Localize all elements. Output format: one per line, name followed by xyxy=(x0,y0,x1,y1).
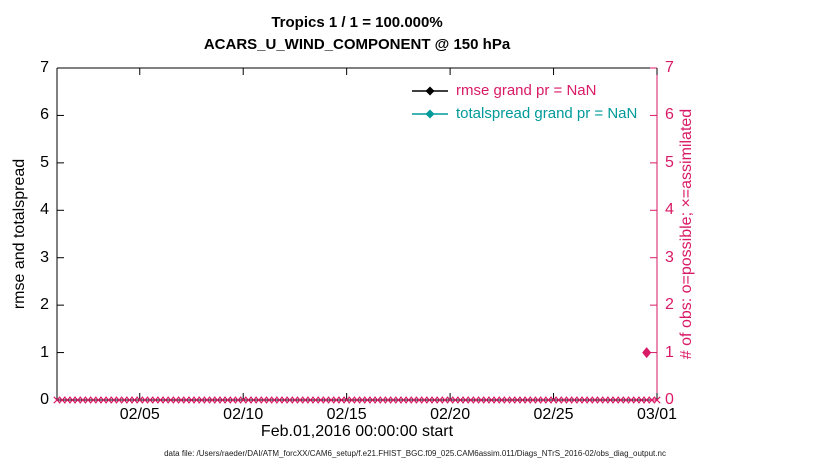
y-tick-label-left: 6 xyxy=(40,106,49,124)
possible-diamond-marker xyxy=(642,347,652,359)
assimilated-x-markers xyxy=(53,396,661,404)
y-tick-label-left: 2 xyxy=(40,296,49,314)
plot-title-line1: Tropics 1 / 1 = 100.000% xyxy=(271,14,443,31)
y-tick-label-right: 2 xyxy=(665,296,674,314)
x-tick-label: 02/15 xyxy=(326,406,367,423)
y-tick-label-left: 5 xyxy=(40,153,49,171)
legend-item-totalspread: totalspread grand pr = NaN xyxy=(410,102,637,125)
legend-label-rmse: rmse grand pr = NaN xyxy=(456,82,597,99)
legend: rmse grand pr = NaN totalspread grand pr… xyxy=(410,79,637,125)
rmse-line-sample-icon xyxy=(412,86,448,95)
right-axis-label: # of obs: o=possible; ×=assimilated xyxy=(678,108,695,360)
x-axis-label: Feb.01,2016 00:00:00 start xyxy=(260,423,454,440)
y-tick-label-right: 4 xyxy=(665,201,674,219)
x-tick-label: 02/10 xyxy=(223,406,264,423)
x-tick-label: 02/20 xyxy=(430,406,471,423)
plot-title-line2: ACARS_U_WIND_COMPONENT @ 150 hPa xyxy=(203,36,511,53)
totalspread-line-sample-icon xyxy=(412,109,448,118)
x-tick-label: 03/01 xyxy=(636,406,678,423)
y-tick-label-right: 7 xyxy=(665,59,674,76)
left-axis-label: rmse and totalspread xyxy=(11,158,28,310)
y-tick-label-right: 3 xyxy=(665,248,674,266)
y-tick-label-left: 0 xyxy=(40,391,49,408)
y-tick-label-right: 0 xyxy=(665,391,674,408)
axis-ticks xyxy=(57,67,658,401)
legend-item-rmse: rmse grand pr = NaN xyxy=(410,79,637,102)
y-tick-label-right: 6 xyxy=(665,106,674,124)
data-file-caption: data file: /Users/raeder/DAI/ATM_forcXX/… xyxy=(164,449,666,458)
y-tick-label-right: 5 xyxy=(665,153,674,171)
x-tick-label: 02/05 xyxy=(119,406,160,423)
y-tick-label-right: 1 xyxy=(665,343,674,361)
y-tick-label-left: 4 xyxy=(40,201,49,219)
x-tick-label: 02/25 xyxy=(533,406,574,423)
legend-label-totalspread: totalspread grand pr = NaN xyxy=(456,105,638,122)
y-tick-label-left: 7 xyxy=(40,59,49,76)
y-tick-label-left: 1 xyxy=(40,343,49,361)
y-tick-label-left: 3 xyxy=(40,248,49,266)
